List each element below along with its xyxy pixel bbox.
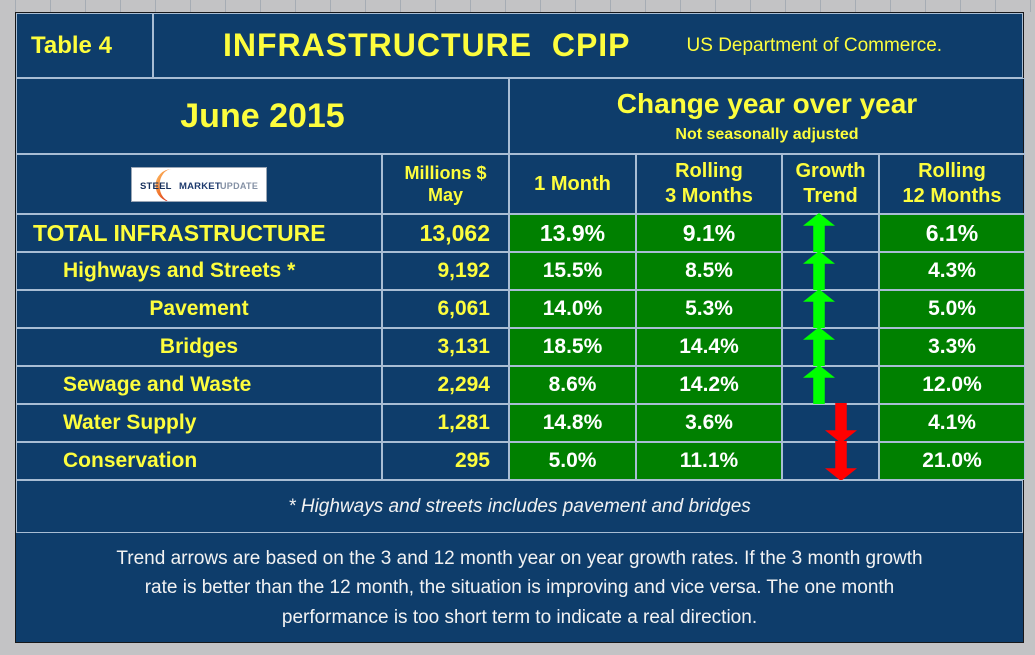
svg-text:STEEL: STEEL bbox=[140, 181, 172, 192]
svg-text:MARKET: MARKET bbox=[179, 181, 221, 192]
svg-text:UPDATE: UPDATE bbox=[220, 181, 258, 191]
